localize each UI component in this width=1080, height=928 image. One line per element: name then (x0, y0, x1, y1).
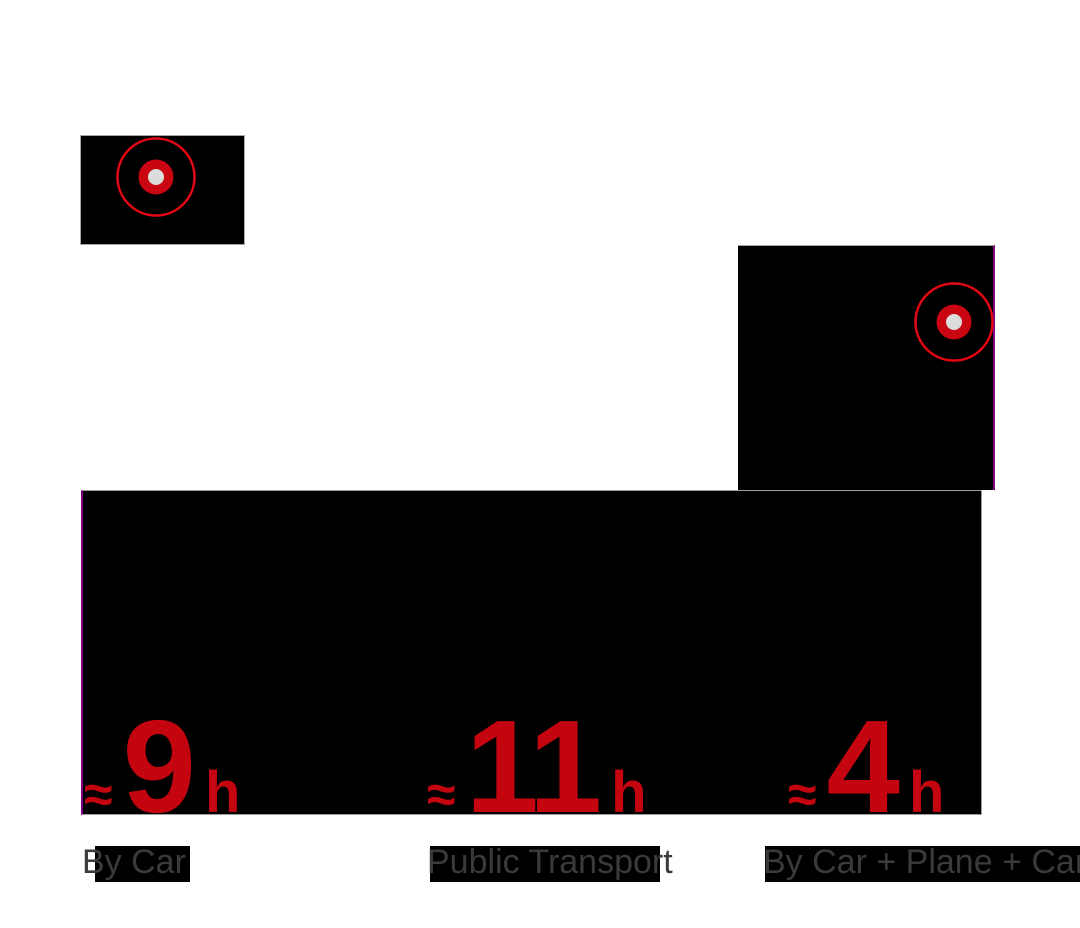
duration-value: 4 (826, 693, 900, 840)
caption-car-plane-car: By Car + Plane + Car (763, 842, 1080, 882)
duration-unit: h (908, 760, 945, 825)
caption-public-transport: Public Transport (427, 842, 673, 882)
target-marker-icon (914, 282, 994, 362)
caption-text: Public Transport (427, 843, 673, 881)
caption-text: By Car (82, 843, 186, 881)
caption-text: By Car + Plane + Car (763, 843, 1080, 881)
duration-unit: h (204, 760, 241, 825)
bottom-route-panel (81, 490, 982, 815)
duration-unit: h (611, 760, 647, 825)
duration-car-plane-car: ≈ 4 h (788, 701, 944, 833)
caption-highlight-box (95, 846, 190, 882)
right-map-panel (738, 245, 995, 490)
duration-by-car: ≈ 9 h (84, 701, 240, 833)
approx-symbol: ≈ (788, 766, 817, 824)
duration-value: 11 (465, 693, 603, 840)
caption-highlight-box (430, 846, 660, 882)
caption-highlight-box (765, 846, 1080, 882)
approx-symbol: ≈ (84, 766, 113, 824)
target-marker-icon (116, 137, 196, 217)
caption-by-car: By Car (82, 842, 190, 882)
duration-value: 9 (122, 693, 196, 840)
approx-symbol: ≈ (427, 766, 456, 824)
duration-public-transport: ≈ 11 h (427, 701, 647, 833)
